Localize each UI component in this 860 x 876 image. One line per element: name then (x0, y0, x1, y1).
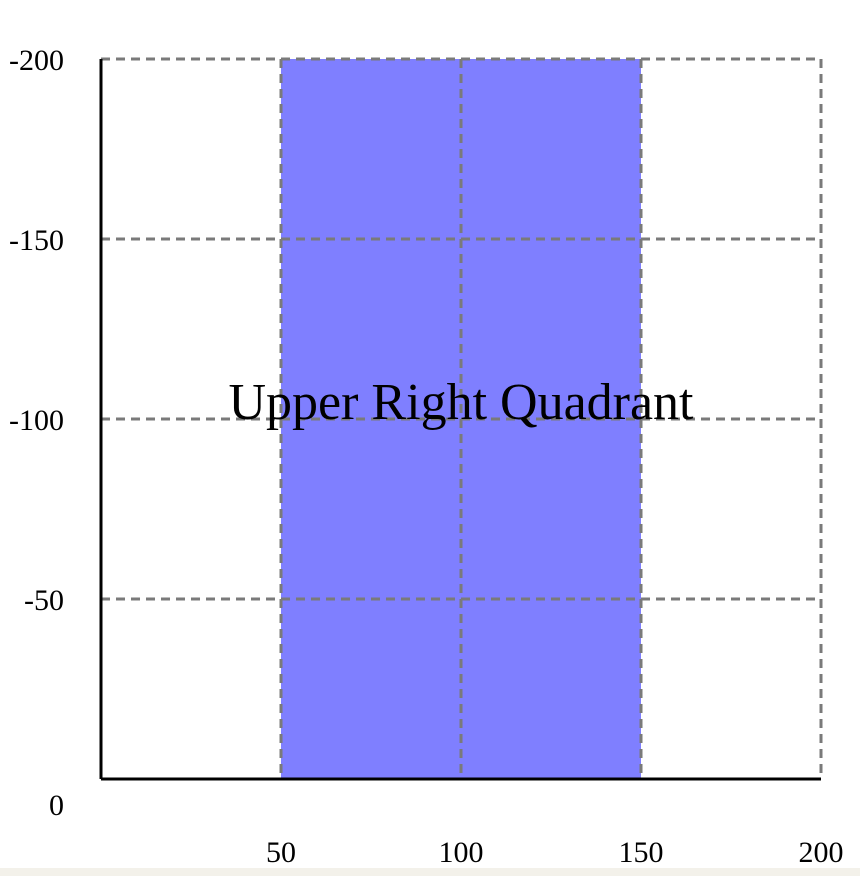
grid-layer (101, 57, 823, 779)
x-tick-label: 200 (799, 836, 844, 869)
tick-labels: 50 100 150 200 0 -50 -100 -150 -200 (9, 44, 844, 869)
x-tick-label: 100 (439, 836, 484, 869)
x-tick-label: 50 (266, 836, 296, 869)
bottom-strip (0, 868, 860, 876)
y-tick-label: -100 (9, 404, 64, 437)
quadrant-label: Upper Right Quadrant (228, 374, 694, 431)
y-tick-label: -150 (9, 224, 64, 257)
axes-layer (99, 59, 821, 781)
y-tick-label: 0 (49, 789, 64, 822)
y-tick-label: -200 (9, 44, 64, 77)
annotation-layer: Upper Right Quadrant (228, 374, 694, 431)
y-tick-label: -50 (24, 584, 64, 617)
x-tick-label: 150 (619, 836, 664, 869)
